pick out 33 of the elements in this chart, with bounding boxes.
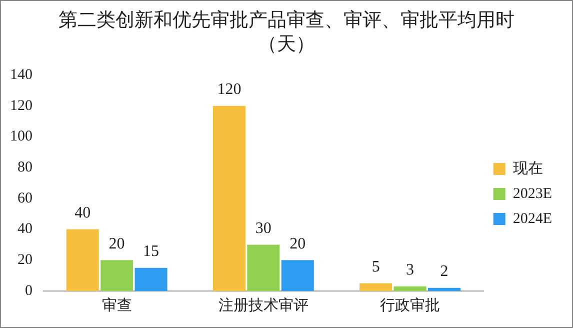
bar	[394, 286, 426, 291]
bar	[360, 283, 392, 291]
x-tick-label: 行政审批	[380, 296, 440, 314]
y-tick-label: 120	[10, 98, 32, 114]
y-tick-label: 80	[18, 160, 32, 176]
chart-title: 第二类创新和优先审批产品审查、审评、审批平均用时（天）	[58, 9, 516, 57]
bar	[247, 244, 280, 291]
x-tick-label: 审查	[102, 296, 132, 314]
data-label: 20	[108, 235, 125, 252]
data-label: 3	[406, 262, 414, 279]
y-tick-label: 140	[10, 66, 32, 83]
y-tick-label: 100	[10, 128, 32, 145]
bar	[428, 288, 460, 291]
data-label: 20	[290, 235, 306, 252]
x-tick-label: 注册技术审评	[218, 296, 308, 314]
y-tick-label: 20	[18, 252, 32, 268]
bar	[281, 260, 314, 291]
y-tick-label: 40	[18, 221, 32, 238]
data-label: 15	[143, 243, 160, 260]
legend-label: 现在	[512, 160, 543, 177]
legend-label: 2024E	[512, 210, 552, 227]
data-label: 5	[372, 258, 380, 276]
y-tick-label: 60	[18, 190, 32, 206]
data-label: 30	[255, 220, 272, 237]
y-tick-label: 0	[25, 282, 32, 299]
bar	[66, 229, 99, 291]
data-label: 120	[217, 81, 242, 98]
bar	[212, 106, 246, 291]
data-label: 40	[74, 204, 91, 222]
bar	[134, 268, 168, 291]
data-label: 2	[440, 263, 448, 280]
bar	[100, 260, 134, 291]
legend-label: 2023E	[512, 186, 552, 202]
